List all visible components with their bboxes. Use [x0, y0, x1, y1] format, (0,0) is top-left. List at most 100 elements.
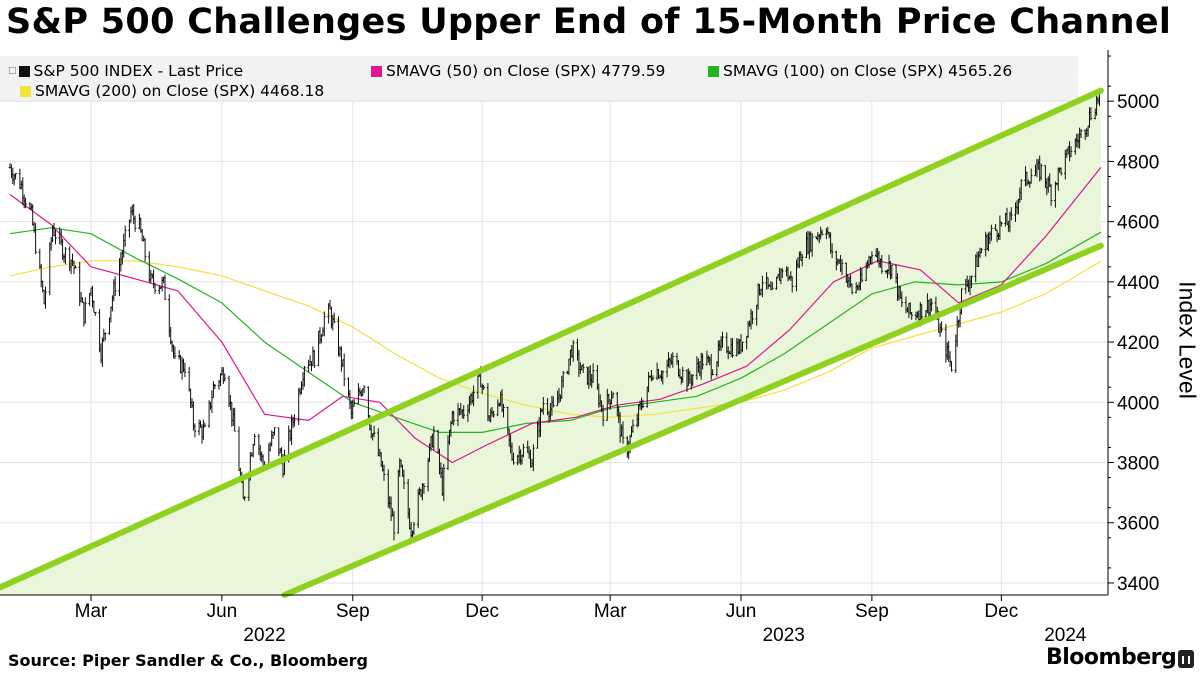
price-bar: [561, 371, 565, 388]
price-bar: [372, 425, 376, 437]
price-bar: [332, 312, 336, 324]
price-bar: [307, 359, 310, 373]
price-bar: [402, 469, 406, 489]
price-bar: [611, 392, 615, 399]
price-bar: [731, 338, 734, 358]
price-bar: [781, 268, 784, 278]
price-bar: [790, 276, 794, 293]
price-bar: [104, 332, 107, 341]
y-tick-label: 4200: [1117, 333, 1159, 354]
legend-swatch-sma200: [20, 85, 31, 97]
price-bar: [362, 385, 366, 394]
x-year-label: 2022: [243, 625, 285, 646]
price-bar: [140, 228, 144, 242]
price-bar: [950, 360, 953, 372]
x-tick-label: Mar: [75, 601, 108, 622]
price-bar: [133, 215, 137, 232]
price-bar: [122, 233, 125, 258]
price-bar: [382, 464, 386, 481]
price-bar: [671, 352, 675, 368]
x-tick-label: Dec: [465, 601, 499, 622]
price-bar: [44, 286, 47, 309]
price-bar: [173, 346, 177, 359]
y-axis-title: Index Level: [1174, 281, 1200, 399]
price-bar: [293, 414, 296, 427]
price-bar: [741, 341, 744, 352]
y-tick-label: 4600: [1117, 213, 1159, 234]
legend-item-sma50: SMAVG (50) on Close (SPX) 4779.59: [371, 62, 665, 80]
price-bar: [313, 349, 316, 368]
price-bar: [303, 365, 306, 387]
price-bar: [237, 426, 241, 471]
price-bar: [820, 229, 824, 236]
legend-swatch-price: [18, 65, 30, 77]
series-price-bars: [8, 91, 1101, 541]
price-bar: [970, 275, 973, 289]
y-tick-label: 3800: [1117, 454, 1159, 475]
price-bar: [153, 282, 157, 294]
price-bar: [64, 247, 67, 265]
price-bar: [492, 410, 495, 418]
price-bar: [910, 312, 913, 320]
price-bar: [84, 297, 87, 324]
price-bar: [143, 238, 147, 262]
price-bar: [442, 463, 446, 502]
price-bar: [880, 255, 884, 274]
legend-label-sma100: SMAVG (100) on Close (SPX) 4565.26: [723, 62, 1013, 80]
price-bar: [1079, 129, 1083, 138]
price-bar: [601, 404, 605, 427]
price-bar: [1089, 107, 1093, 121]
price-bar: [1049, 183, 1053, 206]
price-bar: [432, 426, 436, 450]
price-bar: [651, 375, 655, 381]
price-bar: [74, 265, 77, 269]
x-tick-label: Sep: [336, 601, 370, 622]
y-tick-label: 4800: [1117, 152, 1159, 173]
price-bar: [990, 224, 993, 241]
channel-upper-line: [0, 87, 1104, 591]
x-tick-label: Mar: [594, 601, 627, 622]
price-bar: [54, 229, 57, 245]
price-bar: [701, 353, 704, 370]
price-bar: [187, 367, 191, 392]
price-bar: [830, 243, 834, 259]
price-bar: [212, 381, 215, 398]
legend-swatch-sma100: [708, 65, 719, 77]
price-bar: [253, 433, 256, 446]
price-bar: [980, 248, 983, 254]
price-bar: [1029, 168, 1033, 184]
price-bar: [761, 275, 764, 298]
price-bar: [34, 223, 37, 255]
price-bar: [691, 374, 694, 387]
price-bar: [323, 311, 326, 337]
x-tick-label: Dec: [984, 601, 1018, 622]
price-bar: [213, 384, 217, 390]
series-sma200-line: [9, 260, 1102, 418]
price-bar: [860, 268, 864, 283]
price-bar: [1069, 146, 1073, 158]
x-tick-label: Sep: [855, 601, 889, 622]
x-year-label: 2024: [1044, 625, 1087, 646]
price-bar: [532, 444, 535, 472]
legend-marker-icon: □: [8, 66, 17, 76]
x-tick-label: Jun: [207, 601, 238, 622]
price-bar: [163, 274, 167, 301]
price-bar: [210, 390, 214, 414]
price-bar: [1010, 207, 1013, 221]
price-bar: [512, 452, 515, 465]
price-bar: [900, 291, 904, 307]
price-bar: [148, 251, 151, 283]
price-bar: [930, 298, 933, 312]
price-bar: [1059, 167, 1063, 176]
series-sma50-line: [9, 167, 1102, 464]
price-bar: [412, 521, 416, 536]
brand-logo: Bloomberg: [1046, 645, 1177, 670]
y-tick-label: 4000: [1117, 393, 1159, 414]
legend-label-price: S&P 500 INDEX - Last Price: [33, 62, 244, 80]
price-bar: [357, 383, 360, 405]
price-bar: [810, 233, 814, 257]
price-bar: [681, 366, 684, 383]
price-bar: [482, 385, 485, 390]
price-bar: [160, 276, 164, 292]
legend-item-sma100: SMAVG (100) on Close (SPX) 4565.26: [708, 62, 1012, 80]
